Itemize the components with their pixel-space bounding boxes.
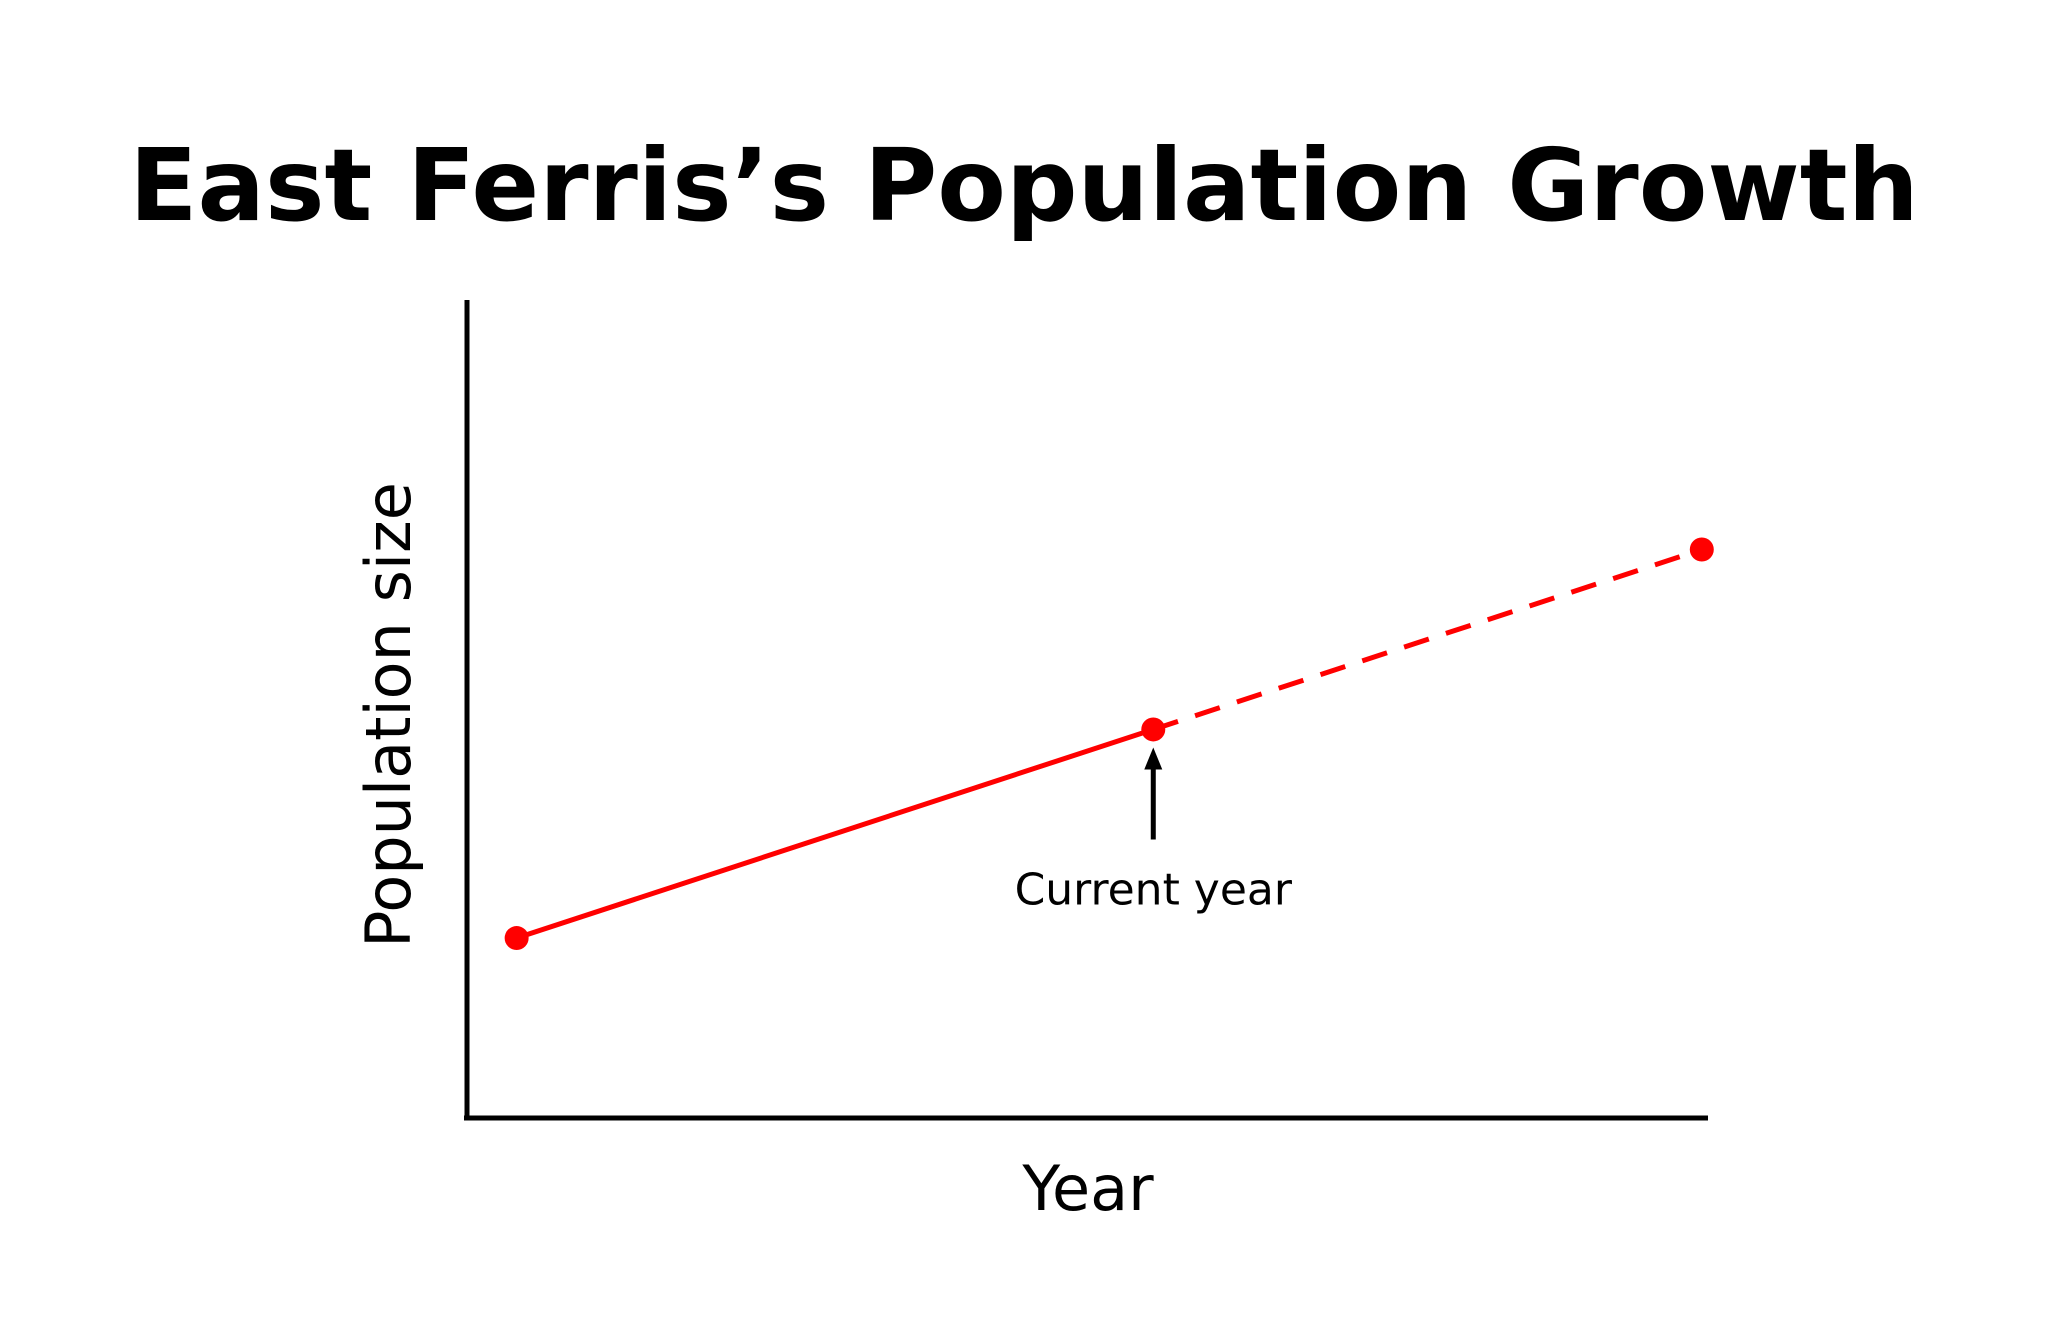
annotation-layer: Current year xyxy=(1015,747,1293,915)
data-point xyxy=(504,926,529,951)
annotation-label-current-year: Current year xyxy=(1015,864,1293,915)
chart-title: East Ferris’s Population Growth xyxy=(129,127,1919,244)
x-axis-label: Year xyxy=(1021,1152,1154,1225)
points-layer xyxy=(504,537,1714,951)
y-axis-label: Population size xyxy=(352,482,425,948)
series-line-dashed xyxy=(1152,547,1703,732)
series-line-solid xyxy=(515,727,1155,941)
series-layer xyxy=(515,547,1703,941)
data-point xyxy=(1689,537,1714,562)
annotation-arrow-head xyxy=(1144,747,1163,770)
data-point xyxy=(1141,717,1166,742)
